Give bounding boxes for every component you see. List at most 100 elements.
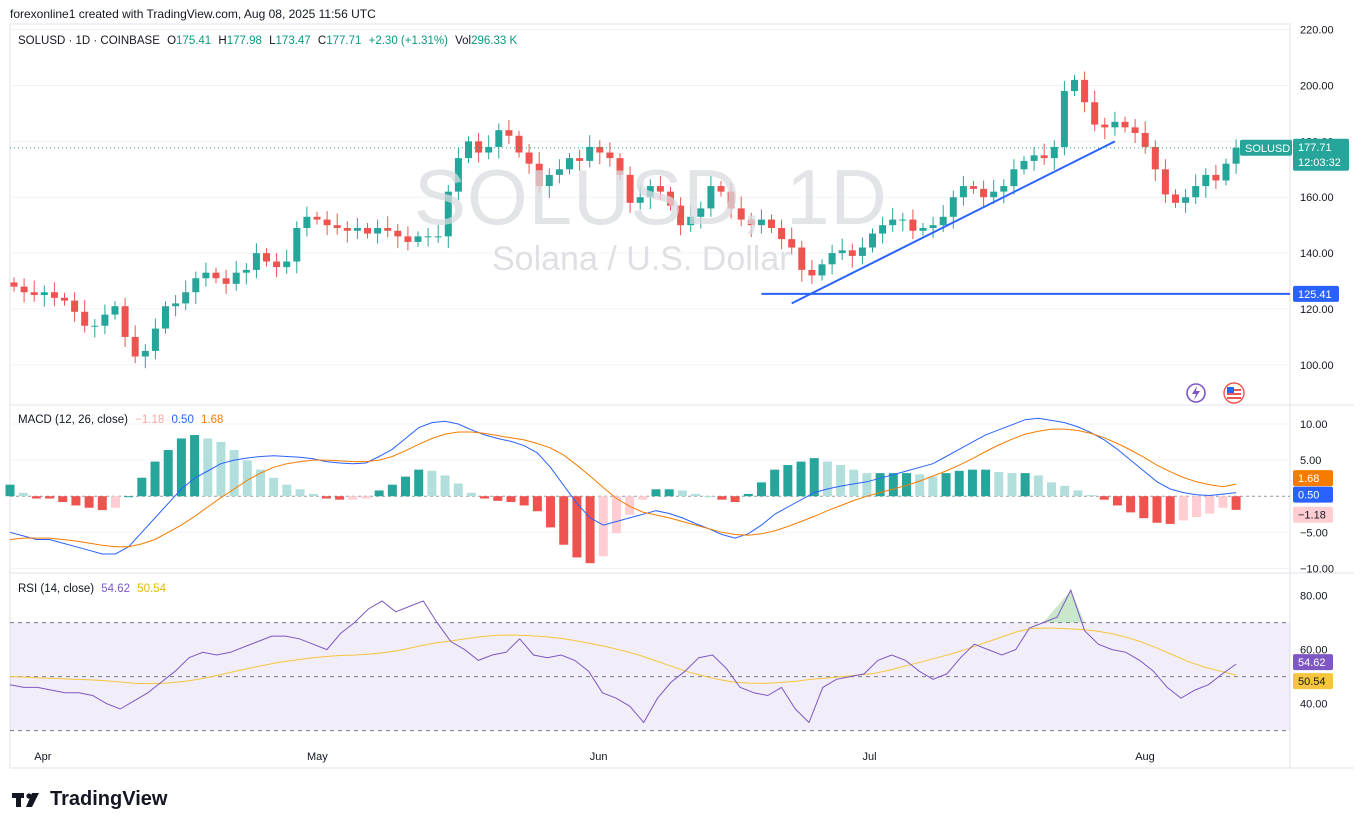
candle xyxy=(222,278,230,284)
candle xyxy=(192,278,200,293)
candle xyxy=(667,191,674,206)
candle xyxy=(1071,79,1078,92)
macd-histogram-bar xyxy=(928,476,938,497)
candle xyxy=(1050,146,1058,159)
candle xyxy=(1000,186,1008,192)
macd-histogram-bar xyxy=(519,496,529,506)
candle xyxy=(40,292,48,296)
rsi-value-tag-label: 54.62 xyxy=(1298,657,1326,669)
candle xyxy=(1131,127,1139,133)
macd-histogram-bar xyxy=(704,496,714,498)
macd-histogram-bar xyxy=(862,473,872,497)
macd-histogram-bar xyxy=(783,465,793,497)
macd-histogram-bar xyxy=(1231,496,1241,510)
macd-histogram-bar xyxy=(203,438,213,497)
low-label: L xyxy=(269,35,276,47)
rsi-label[interactable]: RSI (14, close) xyxy=(18,583,95,595)
macd-label[interactable]: MACD (12, 26, close) xyxy=(18,414,128,426)
watermark-name: Solana / U.S. Dollar xyxy=(492,240,791,278)
candle xyxy=(10,282,18,287)
macd-histogram-bar xyxy=(18,492,28,497)
candle xyxy=(636,197,644,203)
macd-histogram-bar xyxy=(1126,496,1136,513)
candle xyxy=(788,239,796,248)
macd-histogram-bar xyxy=(150,461,160,497)
candle xyxy=(909,219,917,231)
macd-histogram-bar xyxy=(1165,496,1175,524)
candle xyxy=(1040,155,1048,159)
macd-value-tag xyxy=(1293,506,1333,523)
macd-histogram-bar xyxy=(888,473,898,497)
low-value: 173.47 xyxy=(275,35,311,47)
rsi-tick-label: 60.00 xyxy=(1300,645,1328,657)
price-tick-label: 120.00 xyxy=(1300,304,1334,316)
candle xyxy=(364,227,371,234)
macd-histogram-bar xyxy=(335,496,345,500)
macd-histogram-bar xyxy=(546,496,556,528)
macd-histogram-bar xyxy=(598,496,608,557)
candle xyxy=(646,186,654,198)
macd-histogram-bar xyxy=(532,496,542,512)
candle xyxy=(404,236,412,242)
candle xyxy=(465,141,472,159)
candle xyxy=(858,247,866,256)
macd-histogram-bar xyxy=(677,490,687,497)
candle xyxy=(596,146,604,153)
macd-value-tag-label: 1.68 xyxy=(1298,473,1319,485)
macd-histogram-bar xyxy=(1112,496,1122,506)
candle xyxy=(1232,147,1240,164)
macd-histogram-bar xyxy=(45,496,55,499)
candle xyxy=(293,227,301,262)
high-label: H xyxy=(218,35,227,47)
price-tick-label: 140.00 xyxy=(1300,248,1334,260)
macd-histogram-bar xyxy=(967,469,977,497)
macd-line-value: 0.50 xyxy=(171,414,194,426)
candle xyxy=(697,208,705,217)
open-value: 175.41 xyxy=(176,35,212,47)
rsi-legend: RSI (14, close) 54.62 50.54 xyxy=(18,583,170,595)
volume-label: Vol xyxy=(455,35,472,47)
candle xyxy=(50,292,58,298)
trendline xyxy=(791,140,1116,305)
macd-signal-value: 1.68 xyxy=(201,414,224,426)
macd-histogram-bar xyxy=(730,496,740,502)
candle xyxy=(1111,121,1119,128)
macd-histogram-bar xyxy=(1192,496,1202,518)
candle xyxy=(91,325,99,327)
candle xyxy=(929,225,937,228)
macd-histogram-bar xyxy=(97,496,107,511)
macd-tick-label: −10.00 xyxy=(1300,563,1334,575)
tradingview-logo[interactable]: TradingView xyxy=(12,788,167,811)
macd-histogram-bar xyxy=(190,435,200,497)
macd-histogram-bar xyxy=(691,493,701,497)
macd-histogram-bar xyxy=(1099,496,1109,500)
candle xyxy=(1030,155,1038,161)
candle xyxy=(1161,169,1169,195)
price-tag-countdown: 12:03:32 xyxy=(1298,157,1341,169)
macd-value-tag xyxy=(1293,470,1333,487)
candle xyxy=(1151,146,1159,170)
candle xyxy=(101,314,109,326)
candle xyxy=(30,292,38,296)
candle xyxy=(677,205,685,226)
macd-histogram-bar xyxy=(321,496,331,499)
candle xyxy=(1081,79,1089,103)
macd-histogram-bar xyxy=(796,461,806,497)
us-flag-icon[interactable] xyxy=(1222,381,1246,405)
macd-legend: MACD (12, 26, close) −1.18 0.50 1.68 xyxy=(18,414,227,426)
candle xyxy=(515,135,523,153)
candle xyxy=(444,191,452,237)
macd-histogram-bar xyxy=(1178,496,1188,521)
close-label: C xyxy=(317,35,327,47)
candle xyxy=(162,306,169,329)
macd-histogram-bar xyxy=(427,470,437,497)
macd-histogram-bar xyxy=(875,473,885,497)
time-axis-label: Jul xyxy=(863,751,877,763)
macd-histogram-bar xyxy=(440,475,450,497)
lightning-icon[interactable] xyxy=(1184,381,1208,405)
candle xyxy=(374,227,382,234)
macd-histogram-bar xyxy=(1139,496,1149,519)
symbol-label[interactable]: SOLUSD · 1D · COINBASE xyxy=(18,35,160,47)
candle xyxy=(212,272,220,279)
